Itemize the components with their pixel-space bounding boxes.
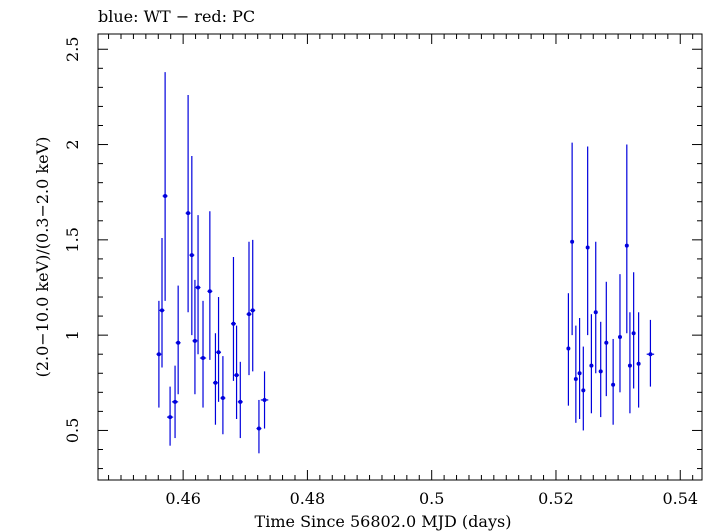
chart-title: blue: WT − red: PC [98, 7, 255, 26]
data-marker [220, 396, 225, 401]
data-marker [247, 312, 251, 317]
data-marker [192, 338, 197, 343]
data-point [646, 319, 655, 387]
y-tick-label: 1.5 [63, 227, 82, 252]
data-point [159, 237, 165, 368]
data-marker [231, 321, 236, 326]
data-marker [636, 361, 641, 366]
data-point [162, 72, 168, 301]
data-point [631, 272, 636, 389]
data-marker [573, 376, 578, 381]
data-marker [570, 239, 575, 244]
data-point [156, 300, 162, 408]
data-point [195, 215, 201, 355]
data-point [589, 314, 594, 414]
data-marker [577, 371, 582, 376]
y-tick-label: 1 [63, 330, 82, 340]
data-point [624, 144, 629, 334]
data-series [156, 72, 655, 454]
data-marker [196, 285, 201, 290]
x-tick-label: 0.5 [419, 489, 444, 508]
data-marker [627, 363, 632, 368]
data-point [185, 94, 191, 313]
x-tick-label: 0.46 [165, 489, 201, 508]
y-tick-label: 0.5 [63, 418, 82, 443]
data-point [166, 386, 174, 446]
data-marker [238, 399, 243, 404]
data-marker [624, 243, 629, 248]
data-marker [186, 211, 191, 216]
plot-frame [97, 33, 703, 481]
data-marker [598, 369, 603, 374]
data-marker [604, 340, 609, 345]
data-point [260, 371, 269, 429]
data-marker [593, 310, 598, 315]
data-marker [168, 415, 173, 420]
x-tick-label: 0.54 [662, 489, 698, 508]
data-point [171, 365, 179, 439]
data-marker [631, 331, 636, 336]
data-point [216, 297, 222, 402]
data-point [199, 300, 207, 408]
data-point [593, 241, 598, 374]
data-marker [213, 380, 218, 385]
data-marker [201, 356, 206, 361]
data-point [175, 285, 181, 395]
data-marker [160, 308, 165, 313]
y-tick-label: 2 [63, 139, 82, 149]
data-point [250, 239, 256, 372]
x-tick-label: 0.48 [290, 489, 326, 508]
data-marker [256, 426, 261, 431]
y-axis-label: (2.0−10.0 keV)/(0.3−2.0 keV) [33, 137, 52, 378]
data-marker [581, 388, 586, 393]
data-marker [648, 352, 653, 357]
data-point [566, 293, 571, 406]
data-point [246, 241, 252, 376]
data-point [220, 356, 226, 435]
data-point [581, 346, 586, 431]
x-axis: 0.46 0.48 0.5 0.52 0.54 [108, 34, 698, 508]
data-point [585, 146, 590, 336]
data-point [192, 279, 198, 395]
data-point [617, 274, 622, 393]
data-point [611, 338, 616, 425]
data-marker [611, 382, 616, 387]
data-point [237, 361, 243, 439]
data-point [627, 312, 632, 414]
data-point [256, 399, 262, 454]
data-point [570, 142, 575, 336]
data-point [573, 325, 578, 423]
data-point [212, 333, 218, 425]
data-marker [156, 352, 161, 357]
data-marker [234, 373, 239, 378]
data-point [598, 321, 603, 418]
y-tick-label: 2.5 [63, 37, 82, 62]
data-marker [189, 253, 194, 258]
data-point [207, 211, 213, 360]
x-tick-label: 0.52 [538, 489, 574, 508]
data-marker [589, 363, 594, 368]
data-marker [216, 350, 221, 355]
data-marker [262, 397, 267, 402]
data-marker [176, 340, 181, 345]
data-marker [250, 308, 255, 313]
x-axis-label: Time Since 56802.0 MJD (days) [255, 512, 512, 531]
data-point [234, 325, 240, 420]
data-point [636, 312, 641, 408]
data-marker [163, 194, 168, 199]
data-marker [566, 346, 571, 351]
data-marker [617, 335, 622, 340]
data-point [577, 317, 582, 420]
data-marker [585, 245, 590, 250]
y-axis: 0.5 1 1.5 2 2.5 [63, 37, 702, 470]
data-marker [173, 399, 178, 404]
data-point [189, 155, 195, 336]
data-point [604, 281, 609, 397]
data-point [230, 257, 236, 381]
data-marker [207, 289, 212, 294]
